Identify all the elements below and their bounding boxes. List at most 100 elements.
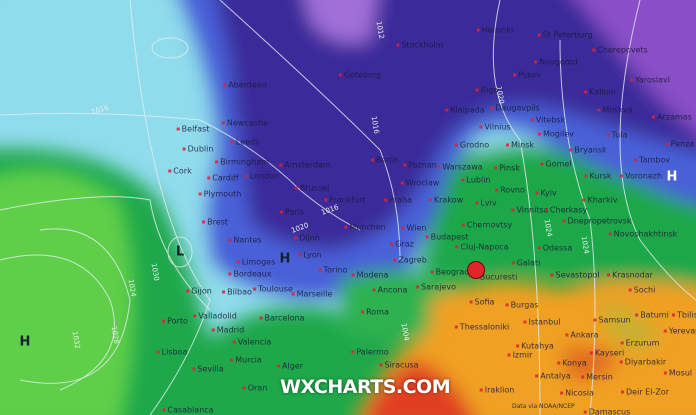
city-label: Lyon	[298, 251, 321, 260]
city-label: Poznan	[403, 161, 437, 170]
city-label: Burgas	[506, 301, 539, 310]
city-label: Pinsk	[494, 164, 520, 173]
watermark: WXCHARTS.COM	[280, 376, 451, 398]
city-label: Sochi	[629, 286, 656, 295]
city-label: Stockholm	[396, 41, 443, 50]
city-label: Valencia	[233, 338, 272, 347]
city-label: Voronezh	[620, 172, 662, 181]
city-label: Batumi	[635, 311, 669, 320]
city-label: Madrid	[212, 326, 244, 335]
city-label: London	[245, 172, 279, 181]
city-label: Yaroslavl	[630, 76, 670, 85]
city-label: Berlin	[371, 156, 399, 165]
city-label: Kursk	[584, 172, 611, 181]
city-label: Limoges	[237, 258, 276, 267]
city-label: Sevilla	[192, 365, 223, 374]
city-label: Moskva	[597, 106, 632, 115]
city-label: Oran	[243, 384, 268, 393]
city-label: Gomel	[540, 160, 571, 169]
city-label: Leeds	[231, 138, 259, 147]
city-label: Novgorod	[534, 58, 578, 67]
city-label: Erzurum	[621, 339, 660, 348]
city-label: Novoshakhtinsk	[609, 230, 678, 239]
city-label: Dijon	[294, 234, 320, 243]
city-label: Nicosia	[560, 389, 594, 398]
city-label: Brussel	[295, 184, 329, 193]
city-label: Dnepropetrovsk	[563, 217, 632, 226]
city-label: Bryansk	[569, 146, 606, 155]
city-label: Kharkiv	[582, 196, 617, 205]
location-marker[interactable]	[467, 261, 485, 279]
city-label: Chernovtsy	[462, 221, 512, 230]
city-label: Krakow	[429, 196, 463, 205]
city-label: Kutahya	[516, 342, 554, 351]
city-label: Cluj-Napoca	[455, 243, 508, 252]
city-label: Warszawa	[437, 163, 482, 172]
city-label: Aberdeen	[223, 81, 267, 90]
city-label: Tambov	[634, 156, 670, 165]
city-label: Vilnius	[479, 123, 510, 132]
city-label: Nantes	[228, 236, 261, 245]
city-label: Dublin	[183, 145, 214, 154]
city-label: Konya	[557, 359, 586, 368]
city-label: Zagreb	[393, 256, 427, 265]
city-label: Graz	[390, 240, 414, 249]
city-label: St Peterburg	[538, 31, 593, 40]
city-label: Tula	[607, 131, 628, 140]
city-label: Toulouse	[253, 285, 293, 294]
city-label: Grodno	[455, 141, 489, 150]
city-label: Lublin	[462, 176, 491, 185]
city-label: Mosul	[664, 369, 692, 378]
city-label: Budapest	[426, 233, 469, 242]
city-label: Brest	[202, 218, 228, 227]
city-label: Newcastle	[222, 119, 268, 128]
city-label: Diyarbakir	[620, 358, 666, 367]
city-label: Bordeaux	[228, 270, 271, 279]
city-label: Rovno	[495, 186, 525, 195]
city-label: Krasnodar	[607, 271, 653, 280]
city-label: Tbilisi	[672, 311, 696, 320]
low-pressure-marker: L	[175, 244, 185, 260]
city-label: Cardiff	[207, 174, 238, 183]
city-label: Amsterdam	[279, 161, 330, 170]
city-label: Beograd	[431, 268, 470, 277]
city-label: Vinnitsa	[511, 206, 548, 215]
city-label: Marseille	[292, 290, 333, 299]
city-label: Porto	[162, 317, 188, 326]
city-label: Barcelona	[260, 314, 305, 323]
city-label: Siracusa	[379, 361, 418, 370]
city-label: Cork	[168, 167, 191, 176]
city-label: Klaipeda	[445, 106, 485, 115]
city-label: Thessaloniki	[455, 323, 509, 332]
city-label: Izmir	[508, 351, 533, 360]
city-label: Arzamas	[652, 113, 692, 122]
city-label: Goteborg	[339, 71, 381, 80]
city-label: Plymouth	[199, 190, 242, 199]
city-label: Paris	[280, 208, 304, 217]
city-label: Odessa	[538, 244, 573, 253]
city-label: Gijon	[186, 287, 212, 296]
city-label: Damascus	[584, 408, 631, 415]
city-label: Cherepovets	[592, 46, 648, 55]
high-pressure-marker: H	[19, 334, 31, 350]
city-label: Sevastopol	[550, 271, 599, 280]
city-label: Antalya	[535, 372, 570, 381]
city-label: Sofia	[470, 298, 495, 307]
city-label: Lisboa	[157, 348, 188, 357]
city-label: Mogilev	[538, 130, 574, 139]
city-label: Ancona	[373, 286, 408, 295]
city-label: Istanbul	[523, 318, 560, 327]
data-source: Data via NOAA/NCEP	[512, 403, 575, 410]
city-label: Vitebsk	[531, 116, 565, 125]
city-label: Casablanca	[162, 406, 213, 415]
city-label: Frankfurt	[324, 196, 365, 205]
high-pressure-marker: H	[666, 169, 678, 185]
city-label: Birmingham	[215, 158, 269, 167]
city-label: Helsinki	[477, 26, 513, 35]
city-label: Riga	[476, 86, 499, 95]
city-label: Kayseri	[590, 349, 624, 358]
high-pressure-marker: H	[279, 251, 291, 267]
city-label: Belfast	[177, 125, 210, 134]
city-label: Penza	[666, 140, 695, 149]
